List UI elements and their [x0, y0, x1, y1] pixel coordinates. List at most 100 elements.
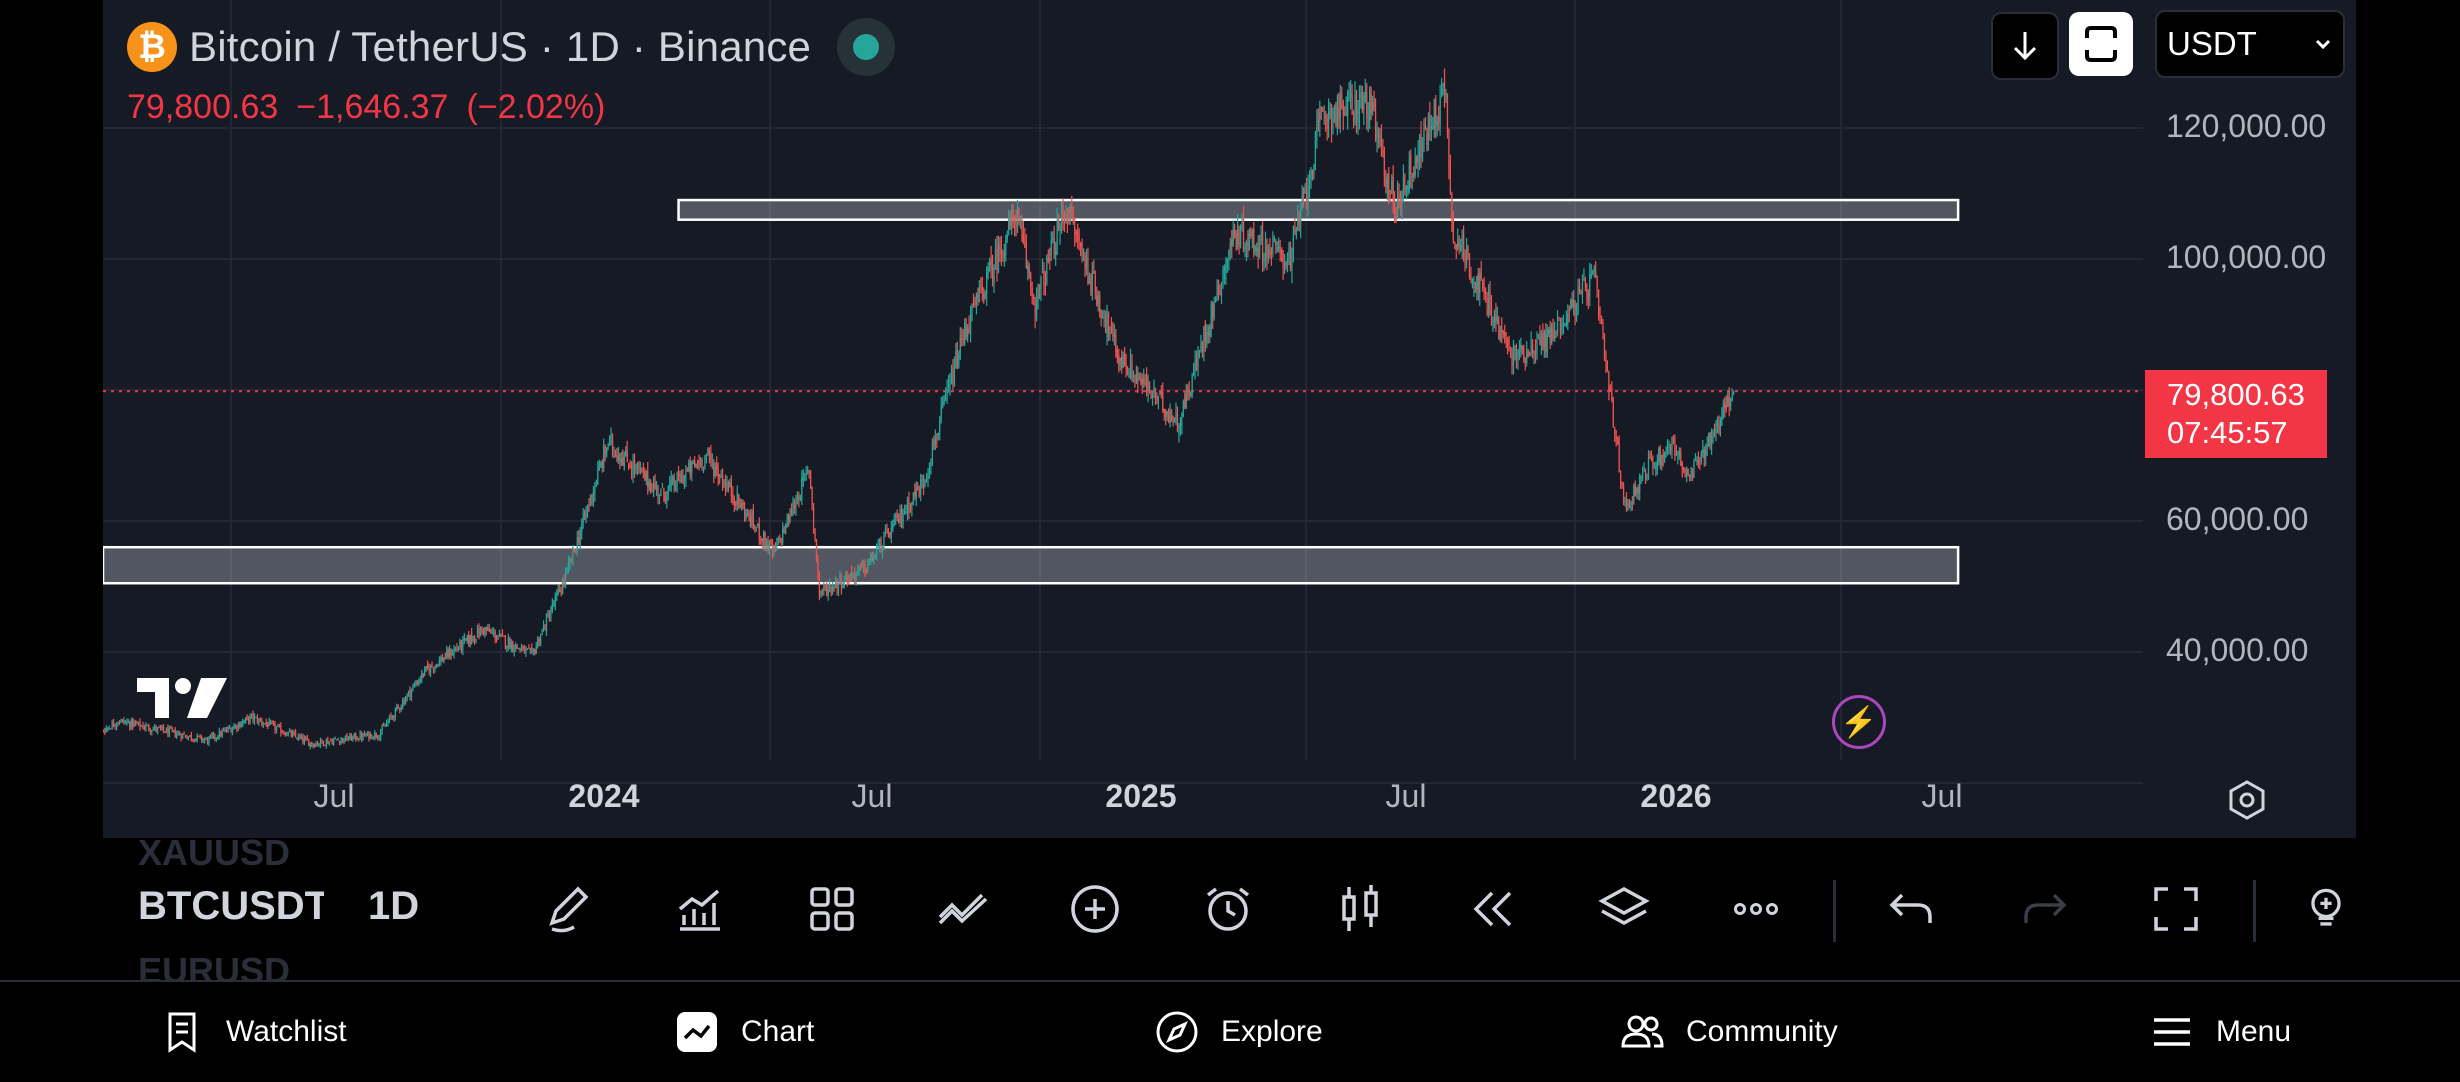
candle-body: [923, 477, 925, 488]
candle-body: [912, 493, 914, 505]
candle-body: [459, 640, 461, 648]
chart-type-button[interactable]: [1325, 874, 1395, 944]
symbol-header[interactable]: ₿ Bitcoin / TetherUS · 1D · Binance: [127, 18, 896, 76]
candle-body: [1275, 241, 1277, 245]
candle-body: [655, 485, 658, 489]
candle-body: [111, 722, 113, 729]
candle-body: [309, 742, 311, 747]
candle-body: [617, 455, 619, 461]
candle-body: [1179, 424, 1182, 434]
candle-body: [1352, 119, 1355, 122]
candle-body: [908, 499, 910, 512]
settings-hex-icon[interactable]: [2225, 778, 2269, 822]
object-tree-button[interactable]: [1589, 874, 1659, 944]
candle-body: [212, 733, 214, 737]
candle-body: [1325, 115, 1327, 119]
timeframe-button[interactable]: 1D: [368, 884, 420, 928]
candle-body: [606, 448, 608, 457]
replay-button[interactable]: [1457, 874, 1527, 944]
alert-button[interactable]: [1193, 874, 1263, 944]
candle-body: [437, 664, 439, 667]
nav-community[interactable]: Community: [1620, 982, 1838, 1082]
candle-body: [622, 457, 624, 466]
candle-body: [271, 721, 273, 724]
symbol-title[interactable]: Bitcoin / TetherUS · 1D · Binance: [189, 23, 812, 70]
currency-select[interactable]: USDT: [2155, 10, 2345, 78]
candle-body: [733, 498, 735, 505]
candle-body: [953, 366, 956, 384]
candle-body: [349, 734, 351, 740]
candle-body: [598, 465, 600, 471]
layouts-button[interactable]: [797, 874, 867, 944]
candle-body: [667, 486, 669, 495]
candle-body: [1715, 428, 1717, 434]
candle-body: [630, 466, 633, 472]
candle-body: [779, 537, 781, 539]
candle-body: [246, 716, 248, 718]
candle-body: [1260, 231, 1262, 241]
compare-button[interactable]: [929, 874, 999, 944]
fullscreen-button[interactable]: [2141, 874, 2211, 944]
nav-chart[interactable]: Chart: [675, 982, 814, 1082]
compare-icon: [938, 893, 988, 925]
nav-menu[interactable]: Menu: [2150, 982, 2291, 1082]
candle-body: [192, 739, 194, 741]
candle-body: [1523, 347, 1525, 360]
candle-body: [628, 463, 630, 469]
candle-body: [223, 730, 225, 732]
candle-body: [1082, 253, 1085, 255]
candle-body: [1404, 174, 1406, 195]
candle-body: [1570, 299, 1572, 309]
candle-body: [231, 728, 234, 733]
market-status-icon[interactable]: [837, 18, 896, 76]
candle-body: [531, 648, 533, 650]
candle-body: [1678, 450, 1680, 456]
candle-body: [516, 644, 518, 649]
candle-body: [1662, 453, 1664, 459]
candle-body: [1543, 331, 1545, 348]
candle-body: [253, 716, 256, 722]
download-button[interactable]: [1991, 12, 2059, 80]
indicators-button[interactable]: [665, 874, 735, 944]
candle-body: [1303, 188, 1305, 194]
nav-explore[interactable]: Explore: [1155, 982, 1323, 1082]
symbol-button[interactable]: BTCUSDT: [138, 884, 324, 928]
lightning-icon[interactable]: ⚡: [1832, 695, 1886, 749]
nav-watchlist[interactable]: Watchlist: [160, 982, 347, 1082]
chart-canvas[interactable]: [103, 0, 2356, 838]
candle-body: [623, 456, 625, 468]
candle-body: [1410, 154, 1412, 175]
candle-body: [1329, 108, 1331, 116]
sync-button[interactable]: [2069, 12, 2133, 76]
candle-body: [1373, 99, 1375, 111]
candle-body: [206, 738, 209, 744]
chart-panel[interactable]: ₿ Bitcoin / TetherUS · 1D · Binance 79,8…: [103, 0, 2356, 838]
candle-body: [252, 713, 254, 720]
undo-button[interactable]: [1877, 874, 1947, 944]
add-button[interactable]: [1060, 874, 1130, 944]
candle-body: [1407, 186, 1409, 190]
candle-body: [795, 502, 797, 509]
candle-body: [895, 515, 897, 518]
candle-body: [396, 705, 398, 709]
redo-button[interactable]: [2009, 874, 2079, 944]
candle-body: [1298, 220, 1300, 222]
candle-body: [507, 638, 509, 647]
candle-body: [570, 558, 573, 562]
candle-body: [959, 337, 961, 358]
more-button[interactable]: [1721, 874, 1791, 944]
candle-body: [337, 740, 339, 742]
candle-body: [1553, 332, 1556, 342]
y-tick-label: 100,000.00: [2166, 239, 2327, 275]
draw-tool-button[interactable]: [535, 874, 605, 944]
candle-body: [821, 589, 823, 593]
candle-body: [500, 634, 502, 636]
ideas-button[interactable]: [2298, 874, 2354, 944]
watchlist-prev-symbol[interactable]: XAUUSD: [138, 832, 291, 873]
candle-body: [739, 502, 741, 509]
candle-body: [823, 586, 825, 591]
candle-body: [1317, 121, 1319, 123]
candle-body: [1148, 385, 1151, 391]
candle-body: [987, 266, 989, 274]
tradingview-logo-icon[interactable]: [135, 674, 231, 724]
